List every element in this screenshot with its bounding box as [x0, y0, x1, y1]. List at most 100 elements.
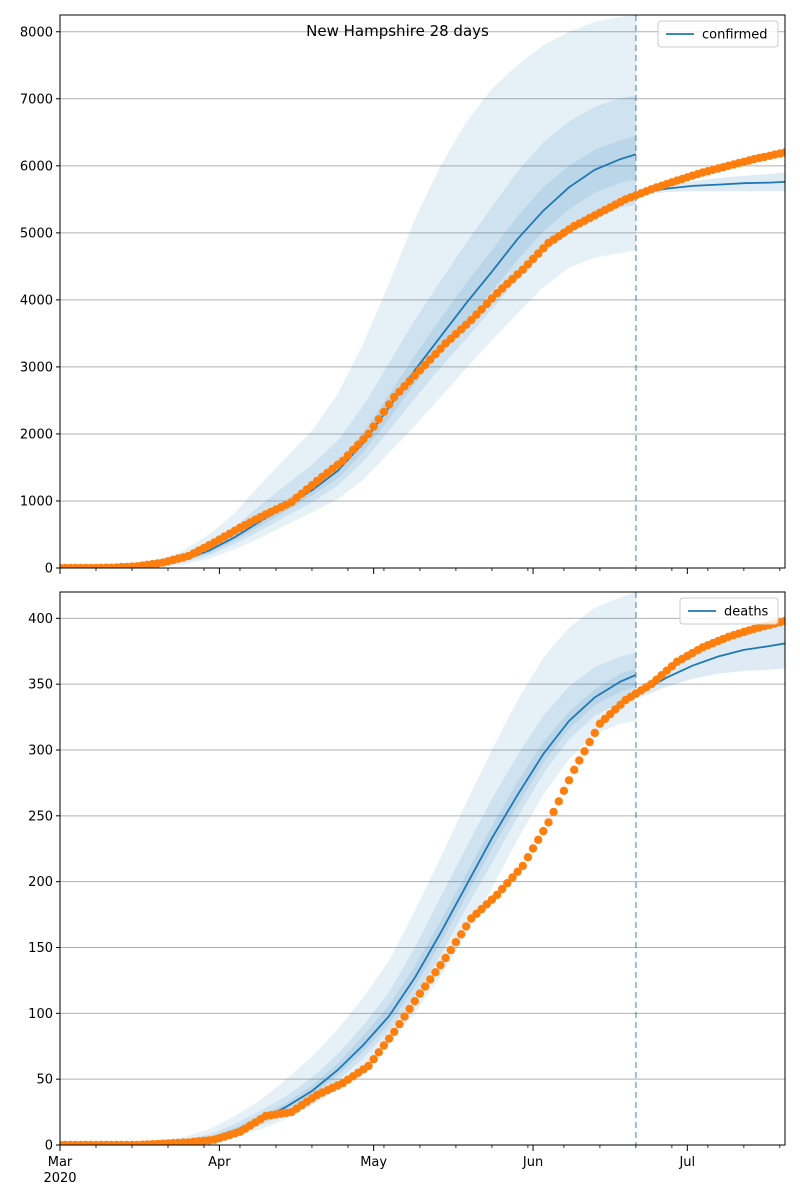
- observed-point: [462, 922, 471, 931]
- observed-point: [379, 407, 389, 416]
- observed-point: [436, 960, 445, 970]
- observed-point: [354, 440, 363, 449]
- y-tick-label: 250: [28, 809, 53, 824]
- observed-point: [780, 148, 785, 157]
- observed-point: [431, 968, 440, 977]
- y-tick-label: 4000: [20, 293, 53, 308]
- y-tick-label: 300: [28, 744, 53, 759]
- observed-point: [364, 1061, 373, 1071]
- x-tick-label: May: [360, 1155, 387, 1170]
- observed-point: [456, 930, 466, 939]
- legend-label: confirmed: [702, 28, 768, 43]
- y-tick-label: 50: [36, 1073, 53, 1088]
- observed-point: [338, 456, 347, 465]
- confidence-band: [132, 95, 636, 568]
- legend-label: deaths: [724, 605, 769, 620]
- observed-point: [523, 260, 533, 269]
- observed-point: [415, 989, 425, 998]
- y-tick-label: 400: [28, 612, 53, 627]
- x-tick-sublabel: 2020: [43, 1171, 76, 1186]
- legend: confirmed: [657, 20, 779, 48]
- observed-point: [395, 1019, 404, 1029]
- x-tick-label: Apr: [208, 1155, 231, 1170]
- observed-point: [467, 315, 476, 325]
- chart-title: New Hampshire 28 days: [306, 22, 489, 40]
- observed-point: [374, 415, 383, 424]
- observed-point: [523, 853, 533, 862]
- observed-point: [513, 867, 522, 876]
- confidence-band: [132, 15, 636, 568]
- observed-point: [590, 728, 599, 738]
- x-tick-label: Mar: [48, 1155, 73, 1170]
- y-tick-label: 3000: [20, 360, 53, 375]
- axes-frame: [59, 14, 786, 569]
- observed-point: [570, 765, 579, 774]
- x-tick-label: Jun: [522, 1155, 543, 1170]
- observed-point: [348, 445, 358, 455]
- panel-confirmed: 0 1000 2000 3000 4000 5000 6000 7000 8000 New Ham…: [20, 14, 786, 577]
- observed-point: [477, 305, 486, 314]
- observed-point: [472, 310, 481, 319]
- confidence-band: [132, 668, 636, 1145]
- observed-point: [539, 244, 548, 253]
- plot-area: [60, 15, 785, 568]
- observed-point: [446, 945, 455, 955]
- observed-point: [451, 938, 461, 947]
- observed-point: [359, 435, 368, 444]
- confidence-band: [132, 652, 636, 1145]
- observed-point: [534, 249, 543, 258]
- observed-point: [528, 254, 538, 264]
- observed-point: [384, 1034, 394, 1043]
- observed-point: [518, 861, 527, 871]
- y-tick-label: 350: [28, 678, 53, 693]
- observed-point: [369, 1055, 378, 1064]
- observed-point: [492, 890, 502, 899]
- observed-point: [436, 344, 445, 353]
- observed-point: [780, 616, 785, 626]
- forecast-line: [640, 642, 785, 693]
- observed-point: [580, 747, 589, 756]
- observed-point: [400, 1012, 409, 1021]
- observed-point: [410, 371, 419, 380]
- confidence-band: [132, 136, 636, 568]
- y-tick-label: 0: [45, 1139, 53, 1154]
- observed-point: [482, 299, 491, 309]
- y-tick-label: 8000: [20, 25, 53, 40]
- observed-point: [544, 818, 553, 827]
- observed-point: [498, 884, 507, 894]
- observed-point: [554, 797, 563, 806]
- y-tick-label: 6000: [20, 159, 53, 174]
- observed-point: [549, 807, 558, 817]
- observed-point: [503, 879, 512, 888]
- y-tick-label: 100: [28, 1007, 53, 1022]
- y-tick-label: 0: [45, 562, 53, 577]
- observed-point: [364, 429, 373, 439]
- y-tick-label: 5000: [20, 226, 53, 241]
- legend-box: [657, 20, 779, 48]
- y-tick-label: 150: [28, 941, 53, 956]
- observed-point: [400, 382, 409, 391]
- observed-point: [487, 294, 497, 303]
- observed-point: [405, 376, 414, 386]
- observed-point: [384, 400, 394, 409]
- x-tick-label: Jul: [678, 1155, 695, 1170]
- plot-area: [60, 592, 785, 1145]
- observed-point: [426, 355, 435, 364]
- observed-point: [585, 737, 594, 747]
- y-tick-label: 1000: [20, 494, 53, 509]
- observed-point: [395, 387, 404, 396]
- observed-point: [415, 366, 425, 375]
- axes-frame: [59, 591, 786, 1146]
- forecast-line: [640, 181, 785, 194]
- observed-point: [390, 1027, 399, 1037]
- confidence-band: [132, 592, 636, 1145]
- observed-point: [405, 1004, 414, 1014]
- observed-point: [374, 1048, 383, 1057]
- observed-point: [518, 265, 527, 274]
- observed-point: [539, 826, 548, 836]
- observed-point: [420, 982, 430, 991]
- observed-point: [431, 350, 440, 359]
- observed-point: [564, 776, 574, 785]
- observed-point: [420, 360, 430, 370]
